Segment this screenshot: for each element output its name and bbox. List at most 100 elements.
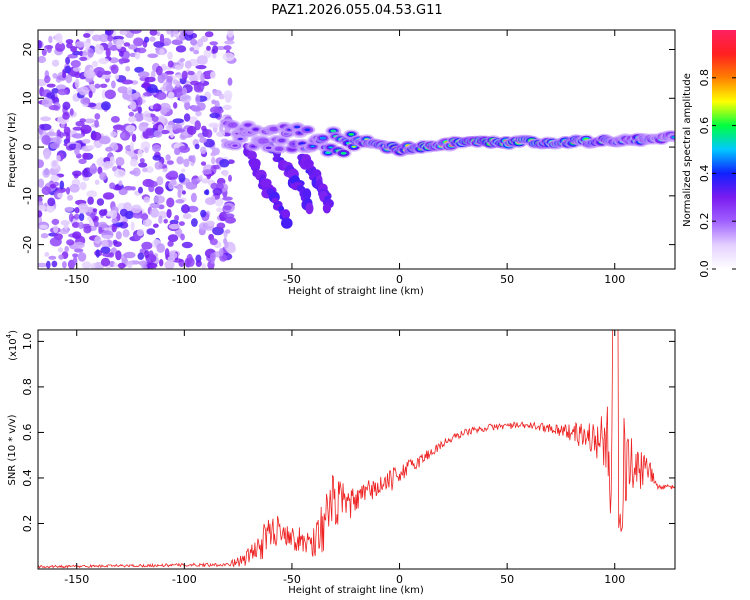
noise-blob xyxy=(98,136,111,145)
noise-blob xyxy=(123,42,131,47)
noise-blob xyxy=(201,125,207,132)
noise-blob xyxy=(44,75,51,84)
noise-blob xyxy=(210,151,216,157)
noise-blob xyxy=(130,141,134,152)
x-tick-label: -100 xyxy=(172,573,197,586)
spectrogram-y-label: Frequency (Hz) xyxy=(7,112,18,188)
noise-blob xyxy=(223,45,232,51)
noise-blob xyxy=(115,250,122,261)
noise-blob xyxy=(179,58,185,62)
noise-blob xyxy=(127,44,138,50)
noise-blob xyxy=(52,72,58,79)
noise-blob xyxy=(200,146,207,155)
noise-blob xyxy=(178,145,190,153)
noise-blob xyxy=(75,142,82,150)
noise-blob xyxy=(145,127,154,136)
noise-blob xyxy=(145,166,154,174)
branch-blob xyxy=(322,203,331,214)
noise-blob xyxy=(138,122,148,132)
noise-blob xyxy=(223,171,229,177)
noise-blob xyxy=(75,41,85,48)
noise-blob xyxy=(129,158,138,167)
noise-blob xyxy=(73,241,85,249)
noise-blob xyxy=(195,65,207,70)
noise-blob xyxy=(166,197,175,208)
noise-blob xyxy=(78,221,84,230)
noise-blob xyxy=(38,262,48,268)
noise-blob xyxy=(94,83,101,89)
noise-blob xyxy=(181,70,188,81)
noise-blob xyxy=(74,78,80,89)
noise-blob xyxy=(209,112,221,119)
noise-blob xyxy=(197,38,204,48)
ridge-blob xyxy=(251,145,256,148)
noise-blob xyxy=(83,226,92,234)
noise-blob xyxy=(51,59,60,67)
noise-blob xyxy=(120,30,128,35)
noise-blob xyxy=(151,115,159,122)
noise-blob xyxy=(100,101,111,111)
noise-blob xyxy=(110,64,119,74)
noise-blob xyxy=(64,65,71,74)
branch-blob xyxy=(248,158,261,169)
noise-blob xyxy=(115,156,125,167)
noise-blob xyxy=(104,89,116,100)
noise-blob xyxy=(95,249,100,258)
noise-blob xyxy=(172,79,179,85)
noise-blob xyxy=(157,124,164,132)
noise-blob xyxy=(201,178,210,184)
noise-blob xyxy=(53,225,59,234)
noise-blob xyxy=(40,123,52,131)
noise-blob xyxy=(178,221,185,227)
noise-blob xyxy=(73,213,80,220)
noise-blob xyxy=(200,209,207,218)
colorbar: 0.0 0.2 0.4 0.6 0.8 Normalized spectral ampl… xyxy=(682,30,736,278)
colorbar-tick-label: 0.0 xyxy=(698,260,711,278)
x-tick-label: 0 xyxy=(396,273,403,286)
noise-blob xyxy=(66,239,75,246)
noise-blob xyxy=(69,108,74,116)
snr-data xyxy=(38,330,675,569)
noise-blob xyxy=(83,33,91,38)
noise-blob xyxy=(164,70,175,75)
noise-blob xyxy=(75,120,85,127)
noise-blob xyxy=(206,45,211,51)
noise-blob xyxy=(205,189,210,196)
noise-blob xyxy=(54,33,63,43)
noise-blob xyxy=(179,94,192,103)
noise-blob xyxy=(167,60,174,68)
noise-blob xyxy=(98,33,109,43)
noise-blob xyxy=(84,118,96,124)
noise-blob xyxy=(180,233,185,241)
svg-text:(x104): (x104) xyxy=(5,330,19,361)
noise-blob xyxy=(79,50,84,57)
ridge-blob xyxy=(271,128,276,130)
noise-blob xyxy=(131,204,142,214)
noise-blob xyxy=(153,195,165,204)
noise-blob xyxy=(98,209,108,217)
noise-blob xyxy=(139,158,145,164)
noise-blob xyxy=(38,210,43,218)
noise-blob xyxy=(99,172,107,181)
noise-blob xyxy=(57,88,68,96)
noise-blob xyxy=(149,202,161,209)
noise-blob xyxy=(118,50,124,57)
noise-blob xyxy=(44,252,50,257)
noise-blob xyxy=(174,64,182,71)
noise-blob xyxy=(46,92,55,99)
noise-blob xyxy=(184,258,190,268)
noise-blob xyxy=(194,120,201,131)
noise-blob xyxy=(143,91,153,97)
noise-blob xyxy=(44,45,54,50)
y-tick-label: 0.6 xyxy=(21,424,34,442)
noise-blob xyxy=(87,145,95,150)
noise-blob xyxy=(70,46,77,53)
noise-blob xyxy=(115,231,122,240)
noise-blob xyxy=(225,229,231,234)
noise-blob xyxy=(45,131,58,137)
noise-blob xyxy=(62,71,67,79)
noise-blob xyxy=(59,180,65,190)
noise-blob xyxy=(97,166,103,175)
ridge-blob xyxy=(277,148,281,150)
x-tick-label: 50 xyxy=(500,573,514,586)
